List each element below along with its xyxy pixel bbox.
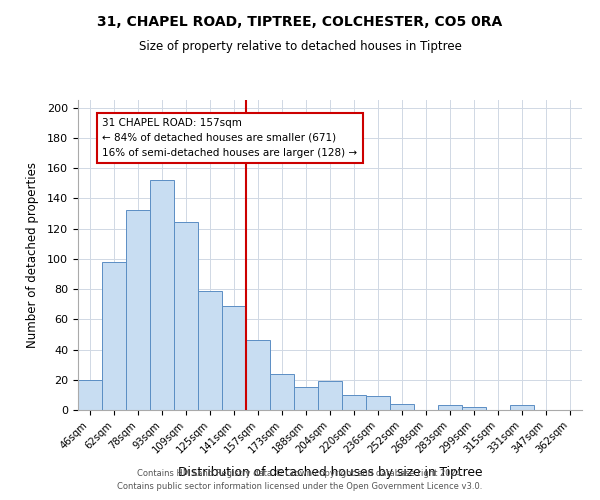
Bar xyxy=(126,210,150,410)
Bar xyxy=(390,404,414,410)
Bar xyxy=(174,222,198,410)
Bar xyxy=(438,406,462,410)
Bar xyxy=(462,407,486,410)
Text: Size of property relative to detached houses in Tiptree: Size of property relative to detached ho… xyxy=(139,40,461,53)
Y-axis label: Number of detached properties: Number of detached properties xyxy=(26,162,39,348)
Text: 31, CHAPEL ROAD, TIPTREE, COLCHESTER, CO5 0RA: 31, CHAPEL ROAD, TIPTREE, COLCHESTER, CO… xyxy=(97,15,503,29)
Bar xyxy=(222,306,246,410)
Bar xyxy=(318,382,342,410)
Bar xyxy=(102,262,126,410)
Text: Contains public sector information licensed under the Open Government Licence v3: Contains public sector information licen… xyxy=(118,482,482,491)
Text: 31 CHAPEL ROAD: 157sqm
← 84% of detached houses are smaller (671)
16% of semi-de: 31 CHAPEL ROAD: 157sqm ← 84% of detached… xyxy=(103,118,358,158)
Bar xyxy=(366,396,390,410)
Bar xyxy=(246,340,270,410)
Bar xyxy=(198,290,222,410)
X-axis label: Distribution of detached houses by size in Tiptree: Distribution of detached houses by size … xyxy=(178,466,482,479)
Bar xyxy=(78,380,102,410)
Bar xyxy=(150,180,174,410)
Bar xyxy=(510,406,534,410)
Text: Contains HM Land Registry data © Crown copyright and database right 2024.: Contains HM Land Registry data © Crown c… xyxy=(137,468,463,477)
Bar xyxy=(342,395,366,410)
Bar xyxy=(270,374,294,410)
Bar xyxy=(294,388,318,410)
